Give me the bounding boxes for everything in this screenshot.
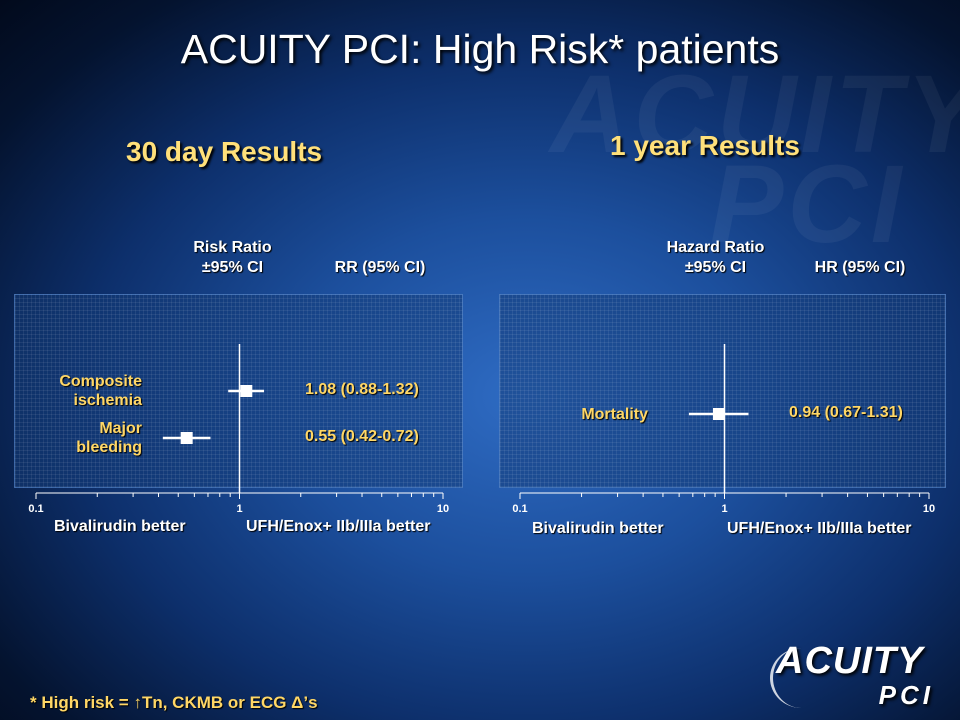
logo-swoosh <box>770 648 833 708</box>
right-ratio-header: Hazard Ratio ±95% CI <box>666 239 765 276</box>
left-value-header: RR (95% CI) <box>334 259 426 276</box>
right-row-label: Mortality <box>581 405 648 423</box>
left-row-value: 1.08 (0.88-1.32) <box>305 381 419 398</box>
left-ratio-header: Risk Ratio ±95% CI <box>193 239 272 276</box>
footnote: * High risk = ↑Tn, CKMB or ECG Δ’s <box>30 693 318 712</box>
right-section-title: 1 year Results <box>610 130 800 161</box>
right-tick-label: 0.1 <box>512 503 527 515</box>
watermark-top: ACUITY <box>550 53 960 176</box>
right-tick-label: 1 <box>721 503 727 515</box>
right-point-estimate <box>713 408 726 420</box>
left-point-estimate <box>180 432 193 444</box>
right-tick-label: 10 <box>923 503 935 515</box>
watermark-logo: ACUITY PCI <box>550 60 960 270</box>
acuity-pci-logo: ACUITY PCI <box>770 640 940 710</box>
left-tick-label: 0.1 <box>28 503 43 515</box>
watermark-bottom: PCI <box>710 143 906 266</box>
left-favor-left: Bivalirudin better <box>54 518 186 535</box>
right-favor-left: Bivalirudin better <box>532 520 664 537</box>
logo-text-bottom: PCI <box>878 680 934 710</box>
right-favor-right: UFH/Enox+ IIb/IIIa better <box>727 520 912 537</box>
left-row-value: 0.55 (0.42-0.72) <box>305 428 419 445</box>
logo-text-top: ACUITY <box>776 640 924 682</box>
right-row-value: 0.94 (0.67-1.31) <box>789 404 903 421</box>
right-panel-background <box>499 294 946 488</box>
left-point-estimate <box>240 385 253 397</box>
left-tick-label: 1 <box>236 503 242 515</box>
left-row-label: Composite ischemia <box>59 373 142 409</box>
right-value-header: HR (95% CI) <box>814 259 906 276</box>
left-row-label: Major bleeding <box>76 420 142 456</box>
right-forest-plot-panel <box>499 294 946 488</box>
left-tick-label: 10 <box>437 503 449 515</box>
slide-title: ACUITY PCI: High Risk* patients <box>180 26 780 72</box>
left-favor-right: UFH/Enox+ IIb/IIIa better <box>246 518 431 535</box>
left-section-title: 30 day Results <box>126 136 323 167</box>
